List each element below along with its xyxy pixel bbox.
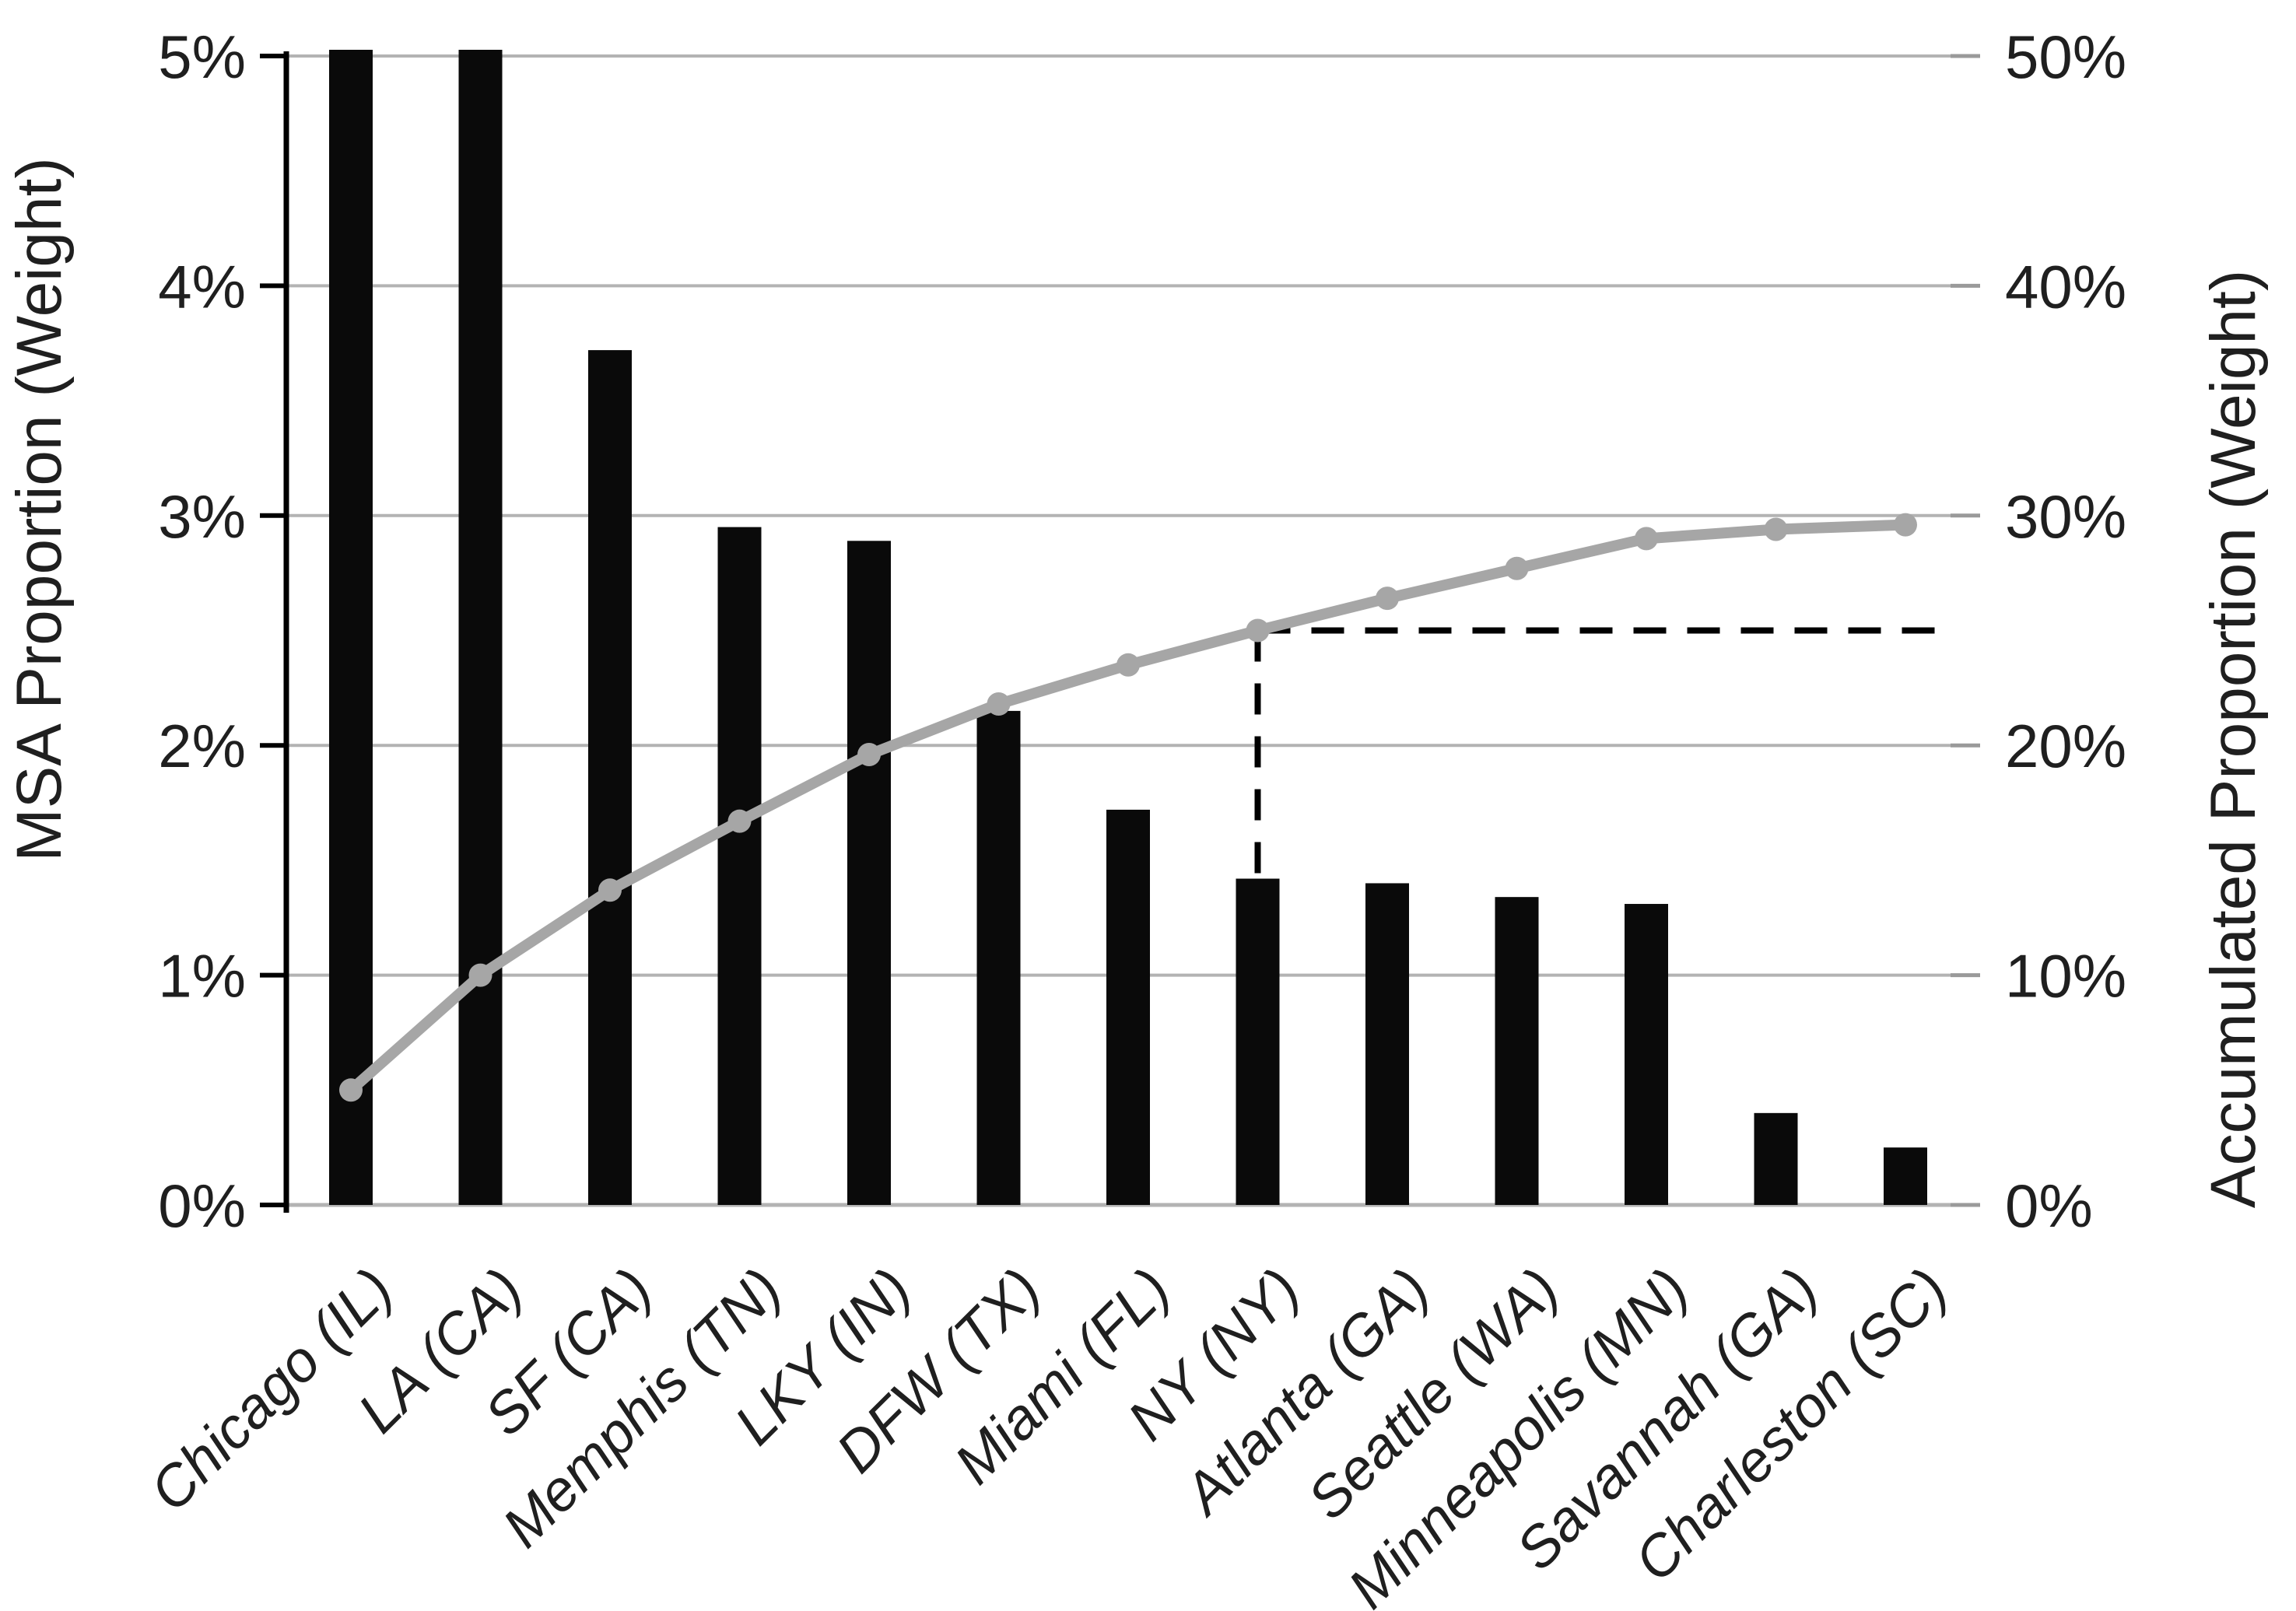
dashed-reference-layer [1254, 627, 1951, 874]
bar-LKY (IN) [847, 541, 891, 1205]
bar-Memphis (TN) [717, 527, 762, 1205]
bar-Miami (FL) [1106, 809, 1150, 1205]
cumulative-marker-Seattle (WA) [1505, 556, 1529, 580]
bar-Minneapolis (MN) [1625, 904, 1668, 1205]
left-tick-label-5%: 5% [158, 23, 246, 91]
cumulative-marker-Savannah (GA) [1764, 517, 1788, 541]
left-tick-label-1%: 1% [158, 942, 246, 1010]
bar-Chicago (IL) [329, 50, 373, 1205]
left-tick-label-2%: 2% [158, 712, 246, 780]
bar-NY (NY) [1236, 878, 1280, 1205]
bar-Charleston (SC) [1884, 1147, 1927, 1205]
cumulative-marker-Charleston (SC) [1894, 513, 1917, 537]
bar-LA (CA) [458, 50, 503, 1205]
left-axis-title: MSA Proportion (Weight) [4, 157, 75, 861]
cumulative-marker-Chicago (IL) [339, 1078, 363, 1102]
bar-DFW (TX) [976, 710, 1021, 1205]
cumulative-marker-SF (CA) [598, 878, 622, 902]
right-tick-label-20%: 20% [2005, 712, 2126, 780]
right-tick-label-40%: 40% [2005, 252, 2126, 320]
cumulative-marker-Memphis (TN) [727, 809, 752, 833]
bar-Savannah (GA) [1754, 1112, 1798, 1205]
cumulative-marker-LA (CA) [468, 963, 493, 987]
bar-SF (CA) [588, 350, 632, 1205]
right-tick-label-10%: 10% [2005, 942, 2126, 1010]
bar-Atlanta (GA) [1365, 883, 1409, 1205]
left-tick-label-4%: 4% [158, 252, 246, 320]
bar-Seattle (WA) [1495, 897, 1539, 1205]
cumulative-marker-Atlanta (GA) [1376, 587, 1399, 611]
cumulative-marker-LKY (IN) [857, 743, 881, 767]
right-tick-label-50%: 50% [2005, 23, 2126, 91]
cumulative-marker-NY (NY) [1246, 618, 1270, 643]
left-tick-label-3%: 3% [158, 482, 246, 551]
axes-layer [260, 51, 1980, 1213]
left-tick-label-0%: 0% [158, 1171, 246, 1240]
right-axis-title: Accumulated Proportion (Weight) [2198, 270, 2269, 1208]
cumulative-marker-Minneapolis (MN) [1635, 527, 1658, 551]
cumulative-marker-DFW (TX) [987, 692, 1011, 716]
bars-layer [329, 50, 1927, 1205]
right-tick-label-30%: 30% [2005, 482, 2126, 551]
right-tick-label-0%: 0% [2005, 1171, 2093, 1240]
cumulative-line-layer [339, 513, 1917, 1102]
cumulative-marker-Miami (FL) [1116, 653, 1140, 677]
